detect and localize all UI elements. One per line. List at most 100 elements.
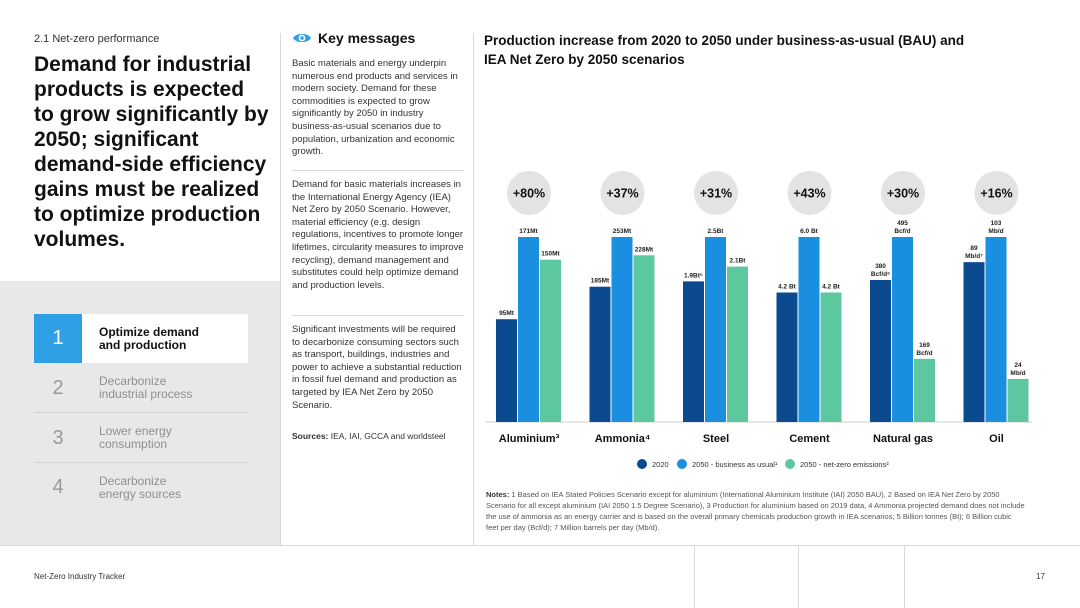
category-label: Ammonia⁴ bbox=[595, 433, 651, 445]
legend-swatch bbox=[637, 459, 647, 469]
bar-value-label: 4.2 Bt bbox=[822, 284, 841, 291]
bar-value-label: Mb/d bbox=[1010, 370, 1025, 377]
bar-value-label: 253Mt bbox=[613, 228, 632, 235]
bar-value-label: 185Mt bbox=[591, 278, 610, 285]
bar-value-label: 89 bbox=[970, 245, 978, 252]
sources-note: Sources: IEA, IAI, GCCA and worldsteel bbox=[292, 431, 446, 441]
legend-swatch bbox=[785, 459, 795, 469]
bar bbox=[798, 237, 820, 422]
column-divider bbox=[280, 33, 281, 545]
chart-title: Production increase from 2020 to 2050 un… bbox=[484, 33, 965, 67]
bar bbox=[776, 292, 798, 422]
nav-item-label: Decarbonize industrial process bbox=[99, 374, 193, 401]
bar bbox=[820, 292, 842, 422]
increase-label: +80% bbox=[513, 187, 545, 201]
bar bbox=[870, 279, 891, 422]
bar-value-label: 228Mt bbox=[635, 246, 654, 253]
page-headline: Demand for industrial products is expect… bbox=[34, 53, 269, 251]
legend-label: 2020 bbox=[652, 460, 669, 469]
bar bbox=[1007, 378, 1029, 422]
increase-label: +31% bbox=[700, 187, 732, 201]
increase-label: +16% bbox=[980, 187, 1012, 201]
notes-text: 1 Based on IEA Stated Policies Scenario … bbox=[486, 490, 1025, 532]
bar-value-label: Bcf/d bbox=[916, 350, 932, 357]
footer-divider bbox=[694, 546, 695, 608]
bar-value-label: 95Mt bbox=[499, 310, 515, 317]
legend-label: 2050 - business as usual¹ bbox=[692, 460, 778, 469]
footer-divider bbox=[798, 546, 799, 608]
bar-value-label: 2.5Bt bbox=[708, 228, 725, 235]
bar-value-label: 1.9Bt⁵ bbox=[684, 272, 703, 279]
bar-value-label: 103 bbox=[991, 220, 1002, 227]
increase-label: +43% bbox=[793, 187, 825, 201]
category-label: Natural gas bbox=[873, 433, 933, 445]
nav-item-number: 2 bbox=[52, 376, 64, 399]
nav-item-number: 1 bbox=[34, 314, 82, 363]
increase-bubble bbox=[881, 171, 925, 215]
bar-value-label: 4.2 Bt bbox=[778, 284, 797, 291]
increase-label: +30% bbox=[887, 187, 919, 201]
increase-bubble bbox=[600, 171, 645, 215]
key-messages-title: Key messages bbox=[318, 30, 416, 46]
bar bbox=[496, 319, 517, 422]
notes-label: Notes: bbox=[486, 490, 510, 499]
bar bbox=[611, 237, 633, 422]
key-messages-header: Key messages bbox=[292, 30, 415, 46]
bar bbox=[963, 262, 985, 422]
bar bbox=[914, 358, 935, 422]
bar-value-label: 495 bbox=[897, 220, 908, 227]
sources-label: Sources: bbox=[292, 431, 329, 441]
bar-value-label: Bcf/d bbox=[894, 228, 910, 235]
category-label: Oil bbox=[989, 433, 1004, 445]
nav-item-label: Optimize demand and production bbox=[99, 324, 200, 352]
bar bbox=[540, 259, 561, 422]
chart-notes: Notes: 1 Based on IEA Stated Policies Sc… bbox=[486, 489, 1026, 533]
bar bbox=[892, 237, 913, 422]
nav-item-number: 3 bbox=[52, 426, 64, 449]
bar bbox=[633, 255, 655, 422]
nav-item-label: Lower energy consumption bbox=[99, 424, 172, 451]
bar-value-label: 150Mt bbox=[541, 251, 560, 258]
category-label: Aluminium³ bbox=[499, 433, 560, 445]
eye-icon bbox=[293, 33, 311, 43]
increase-bubble bbox=[507, 171, 551, 215]
bar bbox=[985, 237, 1007, 422]
bar bbox=[705, 237, 726, 422]
increase-label: +37% bbox=[606, 187, 638, 201]
increase-bubble bbox=[694, 171, 738, 215]
bar-value-label: 6.0 Bt bbox=[800, 228, 819, 235]
nav-item-lower-energy[interactable]: 3 Lower energy consumption bbox=[34, 414, 248, 463]
bar-value-label: 169 bbox=[919, 342, 930, 349]
section-label: 2.1 Net-zero performance bbox=[34, 33, 160, 45]
legend-label: 2050 - net-zero emissions² bbox=[800, 460, 889, 469]
production-bar-chart: 95Mt 171Mt 150Mt +80% Aluminium³ 185Mt 253Mt 22… bbox=[486, 171, 1032, 469]
increase-bubble bbox=[974, 171, 1019, 215]
page-number: 17 bbox=[1036, 572, 1045, 581]
divider bbox=[292, 170, 464, 171]
category-label: Cement bbox=[789, 433, 830, 445]
footer-divider bbox=[0, 545, 1080, 546]
footer-title: Net-Zero Industry Tracker bbox=[34, 572, 126, 581]
nav-item-number: 4 bbox=[52, 476, 64, 498]
bar bbox=[727, 266, 748, 422]
nav-item-decarbonize-process[interactable]: 2 Decarbonize industrial process bbox=[34, 364, 248, 413]
nav-item-decarbonize-energy[interactable]: 4 Decarbonize energy sources bbox=[34, 463, 248, 512]
bar-value-label: Bcf/d⁶ bbox=[871, 271, 890, 278]
bar-value-label: 171Mt bbox=[519, 228, 538, 235]
bar-value-label: 2.1Bt bbox=[730, 258, 747, 265]
increase-bubble bbox=[787, 171, 832, 215]
column-divider bbox=[473, 33, 474, 545]
bar bbox=[683, 281, 704, 422]
category-label: Steel bbox=[703, 433, 729, 445]
bar-value-label: Mb/d⁷ bbox=[965, 253, 983, 260]
footer-divider bbox=[904, 546, 905, 608]
key-message-paragraph-3: Significant investments will be required… bbox=[292, 324, 462, 411]
divider bbox=[292, 315, 464, 316]
nav-item-optimize-demand[interactable]: 1 Optimize demand and production bbox=[34, 314, 248, 363]
bar-value-label: Mb/d bbox=[988, 228, 1003, 235]
key-message-paragraph-2: Demand for basic materials increases in … bbox=[292, 179, 464, 291]
bar-value-label: 380 bbox=[875, 263, 886, 270]
nav-item-label: Decarbonize energy sources bbox=[99, 473, 182, 501]
key-message-paragraph-1: Basic materials and energy underpin nume… bbox=[292, 58, 458, 158]
legend-swatch bbox=[677, 459, 687, 469]
